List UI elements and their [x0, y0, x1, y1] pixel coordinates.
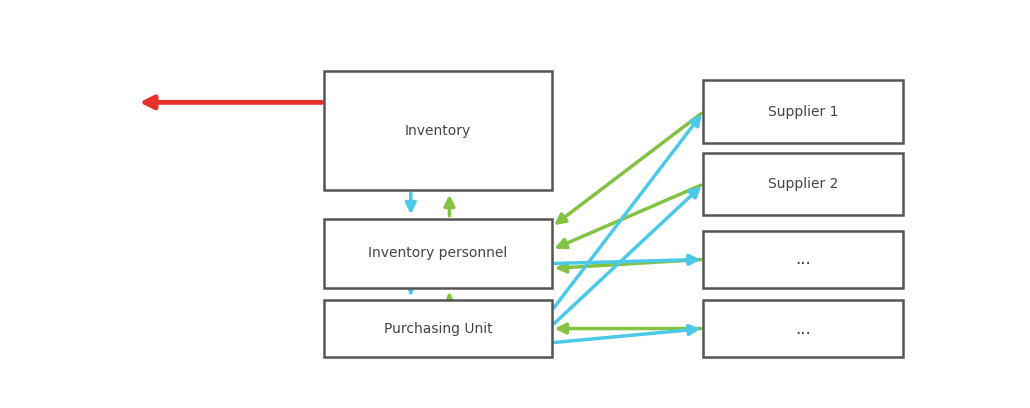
Bar — [324, 219, 552, 288]
Bar — [703, 153, 903, 215]
Bar — [324, 300, 552, 357]
Text: Inventory: Inventory — [405, 124, 471, 137]
Text: Supplier 2: Supplier 2 — [768, 177, 838, 191]
Bar — [324, 71, 552, 190]
Text: ...: ... — [795, 319, 812, 337]
Text: Purchasing Unit: Purchasing Unit — [384, 322, 492, 335]
Bar — [703, 231, 903, 288]
Text: Inventory personnel: Inventory personnel — [369, 246, 508, 260]
Text: Supplier 1: Supplier 1 — [768, 105, 838, 119]
Bar — [703, 300, 903, 357]
Bar — [703, 80, 903, 143]
Text: ...: ... — [795, 251, 812, 268]
